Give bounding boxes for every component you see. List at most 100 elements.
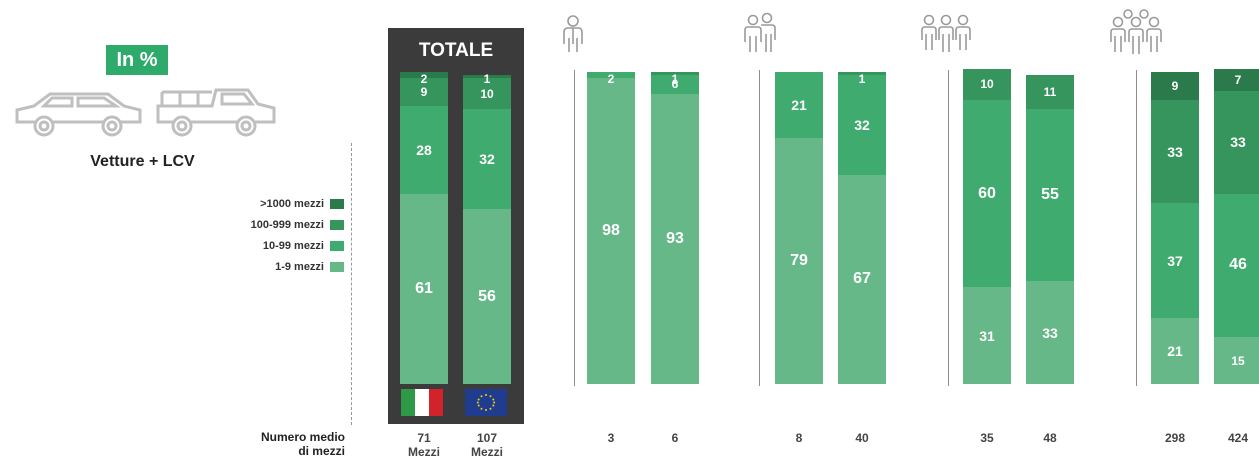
seg-100-999 bbox=[400, 78, 448, 107]
seg-value-label: 32 bbox=[479, 151, 495, 168]
seg-10-99 bbox=[1026, 109, 1074, 282]
legend-item-1000-plus: >1000 mezzi bbox=[200, 196, 346, 212]
seg-1-9 bbox=[587, 78, 635, 384]
avg-value: 298 bbox=[1164, 431, 1186, 445]
avg-number: 107 bbox=[476, 431, 498, 445]
seg-10-99 bbox=[587, 72, 635, 79]
seg-value-label: 11 bbox=[1043, 85, 1057, 100]
seg-1-9 bbox=[1026, 281, 1074, 384]
legend-item-1-9: 1-9 mezzi bbox=[200, 259, 346, 275]
legend-label: 1-9 mezzi bbox=[275, 261, 324, 273]
small-group-icon bbox=[744, 12, 776, 52]
seg-value-label: 37 bbox=[1167, 252, 1183, 269]
seg-value-label: 31 bbox=[979, 327, 995, 344]
totale-title: TOTALE bbox=[418, 40, 494, 61]
bar-group4-italia: 21 37 33 9 bbox=[1151, 72, 1199, 384]
seg-10-99 bbox=[1151, 203, 1199, 319]
legend-label: >1000 mezzi bbox=[260, 198, 324, 210]
seg-10-99 bbox=[463, 109, 511, 210]
legend-label: 100-999 mezzi bbox=[250, 219, 324, 231]
avg-value: 48 bbox=[1043, 431, 1057, 445]
avg-value: 424 bbox=[1227, 431, 1249, 445]
seg-value-label: 21 bbox=[1167, 343, 1183, 360]
bar-group1-europa: 93 6 1 bbox=[651, 72, 699, 384]
seg-value-label: 9 bbox=[1171, 79, 1179, 94]
legend-item-10-99: 10-99 mezzi bbox=[200, 238, 346, 254]
seg-value-label: 32 bbox=[854, 117, 870, 134]
seg-value-label: 33 bbox=[1230, 134, 1246, 151]
seg-1-9 bbox=[963, 287, 1011, 384]
seg-value-label: 61 bbox=[415, 279, 433, 297]
legend-swatch bbox=[330, 262, 344, 272]
pickup-truck-icon bbox=[156, 88, 276, 137]
avg-suffix: Mezzi bbox=[407, 445, 440, 459]
avg-value: 8 bbox=[795, 431, 803, 445]
seg-value-label: 33 bbox=[1167, 143, 1183, 160]
seg-100-999 bbox=[463, 78, 511, 110]
seg-10-99 bbox=[775, 72, 823, 138]
seg-1000-plus bbox=[1214, 68, 1259, 91]
seg-1000-plus bbox=[463, 75, 511, 79]
group-separator bbox=[1136, 70, 1137, 386]
seg-value-label: 1 bbox=[483, 72, 491, 86]
vehicle-type-label: Vetture + LCV bbox=[90, 153, 195, 170]
seg-1-9 bbox=[775, 137, 823, 384]
group-separator bbox=[759, 70, 760, 386]
bar-group3-italia: 31 60 10 bbox=[963, 68, 1011, 384]
seg-value-label: 6 bbox=[671, 77, 679, 92]
seg-value-label: 2 bbox=[607, 72, 615, 86]
seg-value-label: 28 bbox=[416, 142, 432, 158]
seg-100-999 bbox=[1026, 75, 1074, 110]
avg-value: 3 bbox=[607, 431, 615, 445]
avg-value: 35 bbox=[980, 431, 994, 445]
seg-value-label: 56 bbox=[478, 287, 496, 305]
avg-vehicles-heading: Numero medio di mezzi bbox=[200, 430, 345, 458]
seg-10-99 bbox=[1214, 193, 1259, 338]
seg-value-label: 93 bbox=[666, 229, 684, 247]
bar-group2-europa: 67 32 1 bbox=[838, 72, 886, 384]
seg-value-label: 55 bbox=[1041, 186, 1059, 204]
seg-1-9 bbox=[1214, 337, 1259, 384]
seg-value-label: 67 bbox=[853, 270, 871, 288]
seg-value-label: 33 bbox=[1042, 324, 1058, 341]
avg-value: 6 bbox=[671, 431, 679, 445]
seg-100-999 bbox=[963, 68, 1011, 101]
legend-item-100-999: 100-999 mezzi bbox=[200, 217, 346, 233]
seg-10-99 bbox=[651, 75, 699, 94]
seg-100-999 bbox=[651, 72, 699, 76]
avg-value: 107 Mezzi bbox=[457, 431, 517, 459]
seg-1-9 bbox=[651, 93, 699, 384]
seg-value-label: 15 bbox=[1231, 353, 1245, 368]
bar-group3-europa: 33 55 11 bbox=[1026, 72, 1074, 384]
seg-10-99 bbox=[400, 106, 448, 194]
avg-suffix: Mezzi bbox=[470, 445, 503, 459]
seg-value-label: 1 bbox=[671, 72, 679, 86]
legend-label: 10-99 mezzi bbox=[262, 240, 324, 252]
unit-badge: In % bbox=[106, 45, 168, 75]
vehicles-illustration bbox=[15, 88, 276, 137]
seg-value-label: 79 bbox=[790, 251, 808, 269]
avg-number: 71 bbox=[417, 431, 431, 445]
seg-value-label: 21 bbox=[791, 96, 807, 113]
legend-swatch bbox=[330, 199, 344, 209]
bar-totale-europa: 56 32 10 1 bbox=[463, 72, 511, 384]
group-separator bbox=[948, 70, 949, 386]
large-group-icon bbox=[1110, 9, 1162, 54]
seg-1000-plus bbox=[1151, 72, 1199, 101]
seg-value-label: 10 bbox=[980, 77, 994, 92]
seg-value-label: 10 bbox=[480, 86, 494, 101]
bar-group1-italia: 98 2 bbox=[587, 72, 635, 384]
legend-swatch bbox=[330, 241, 344, 251]
legend-swatch bbox=[330, 220, 344, 230]
avg-value: 40 bbox=[855, 431, 869, 445]
seg-value-label: 98 bbox=[602, 222, 620, 240]
seg-100-999 bbox=[1151, 100, 1199, 204]
seg-value-label: 7 bbox=[1234, 72, 1242, 87]
bar-group2-italia: 79 21 bbox=[775, 72, 823, 384]
seg-value-label: 2 bbox=[420, 72, 428, 86]
group-icon bbox=[921, 14, 971, 52]
seg-1-9 bbox=[1151, 318, 1199, 384]
bar-group4-europa: 15 46 33 7 bbox=[1214, 68, 1259, 384]
seg-100-999 bbox=[838, 72, 886, 76]
seg-10-99 bbox=[838, 75, 886, 175]
